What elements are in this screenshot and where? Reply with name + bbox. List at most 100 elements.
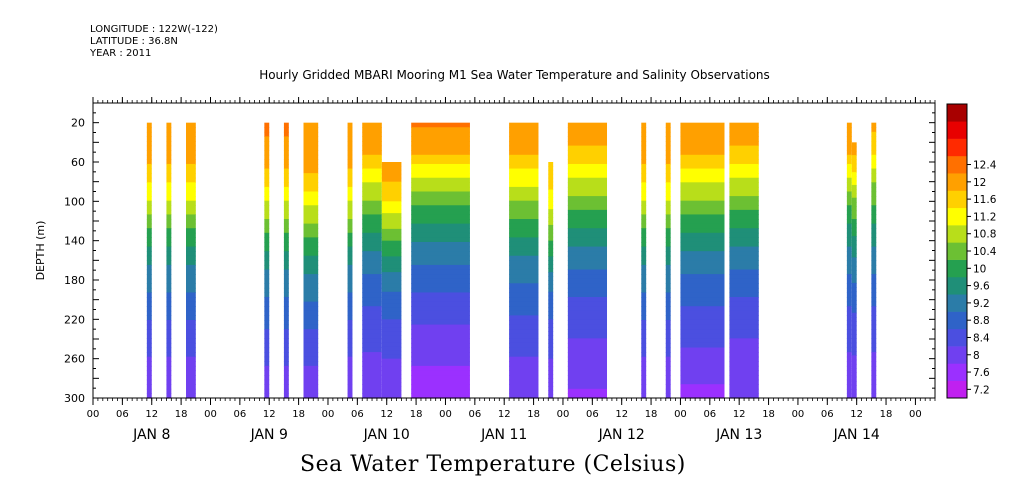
data-cell	[264, 393, 270, 399]
data-cell	[509, 319, 539, 326]
data-cell	[548, 362, 554, 368]
data-cell	[362, 301, 382, 307]
data-cell	[871, 191, 877, 197]
data-cell	[851, 312, 857, 318]
colorbar-swatch	[947, 225, 967, 243]
data-cell	[347, 388, 353, 395]
data-cell	[851, 248, 857, 254]
data-cell	[303, 246, 319, 252]
data-cell	[264, 375, 270, 381]
data-cell	[264, 361, 270, 367]
data-cell	[283, 338, 289, 344]
data-cell	[146, 131, 152, 138]
data-cell	[567, 251, 608, 257]
data-cell	[347, 361, 353, 367]
data-cell	[871, 287, 877, 294]
data-cell	[381, 386, 402, 391]
data-cell	[680, 264, 725, 271]
data-cell	[851, 244, 857, 250]
data-cell	[166, 329, 172, 335]
data-cell	[362, 315, 382, 321]
data-cell	[641, 122, 647, 128]
data-cell	[166, 150, 172, 156]
data-cell	[264, 356, 270, 362]
data-cell	[283, 214, 289, 220]
data-cell	[146, 173, 152, 179]
data-cell	[509, 292, 539, 298]
colorbar-label: 12.4	[973, 160, 997, 172]
data-cell	[846, 255, 852, 261]
data-segment	[347, 122, 353, 399]
data-cell	[548, 169, 554, 175]
data-cell	[303, 209, 319, 216]
data-cell	[303, 365, 319, 372]
data-cell	[186, 365, 196, 372]
axes-layer: 00 06 12 18 00 06 12 18 00 06 12 18 00 06 12 18 00 06 12 18…	[34, 97, 936, 443]
data-cell	[641, 237, 647, 243]
data-cell	[186, 122, 196, 128]
data-cell	[362, 232, 382, 238]
data-cell	[381, 169, 402, 175]
data-cell	[665, 191, 671, 197]
data-cell	[509, 329, 539, 335]
data-cell	[567, 163, 608, 170]
data-cell	[264, 251, 270, 257]
data-segment	[303, 122, 319, 399]
data-cell	[362, 329, 382, 335]
data-cell	[871, 375, 877, 381]
data-cell	[264, 173, 270, 179]
data-cell	[846, 122, 852, 128]
data-cell	[680, 163, 725, 170]
data-cell	[347, 319, 353, 326]
data-cell	[362, 338, 382, 344]
data-cell	[851, 380, 857, 386]
data-cell	[871, 196, 877, 202]
data-cell	[509, 159, 539, 165]
data-cell	[146, 393, 152, 399]
data-cell	[665, 283, 671, 289]
data-cell	[347, 384, 353, 390]
data-cell	[509, 186, 539, 193]
data-cell	[871, 274, 877, 280]
data-cell	[567, 338, 608, 344]
data-cell	[509, 333, 539, 339]
data-cell	[641, 384, 647, 390]
data-cell	[303, 306, 319, 312]
data-cell	[680, 141, 725, 147]
data-cell	[641, 347, 647, 353]
data-cell	[283, 141, 289, 147]
data-cell	[641, 287, 647, 294]
data-cell	[264, 342, 270, 349]
data-cell	[347, 173, 353, 179]
data-cell	[411, 283, 470, 289]
data-cell	[641, 297, 647, 303]
data-cell	[283, 278, 289, 284]
data-cell	[146, 241, 152, 248]
data-cell	[729, 131, 759, 138]
data-cell	[166, 393, 172, 399]
data-cell	[680, 306, 725, 312]
data-cell	[548, 346, 554, 352]
data-cell	[548, 382, 554, 387]
data-cell	[641, 278, 647, 284]
data-cell	[665, 209, 671, 216]
data-cell	[381, 217, 402, 222]
data-cell	[641, 246, 647, 252]
y-tick-label: 180	[64, 274, 85, 287]
data-cell	[729, 347, 759, 353]
data-cell	[680, 375, 725, 381]
data-cell	[851, 231, 857, 237]
data-cell	[411, 361, 470, 367]
data-cell	[665, 278, 671, 284]
data-cell	[729, 214, 759, 220]
data-cell	[851, 159, 857, 165]
data-cell	[851, 142, 857, 148]
data-cell	[665, 393, 671, 399]
data-cell	[729, 342, 759, 349]
data-cell	[411, 287, 470, 294]
data-cell	[509, 191, 539, 197]
data-cell	[567, 269, 608, 275]
data-cell	[303, 269, 319, 275]
data-cell	[146, 292, 152, 298]
data-cell	[680, 196, 725, 202]
